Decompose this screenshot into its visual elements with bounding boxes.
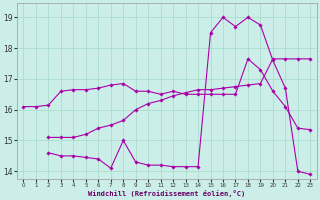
- X-axis label: Windchill (Refroidissement éolien,°C): Windchill (Refroidissement éolien,°C): [88, 190, 245, 197]
